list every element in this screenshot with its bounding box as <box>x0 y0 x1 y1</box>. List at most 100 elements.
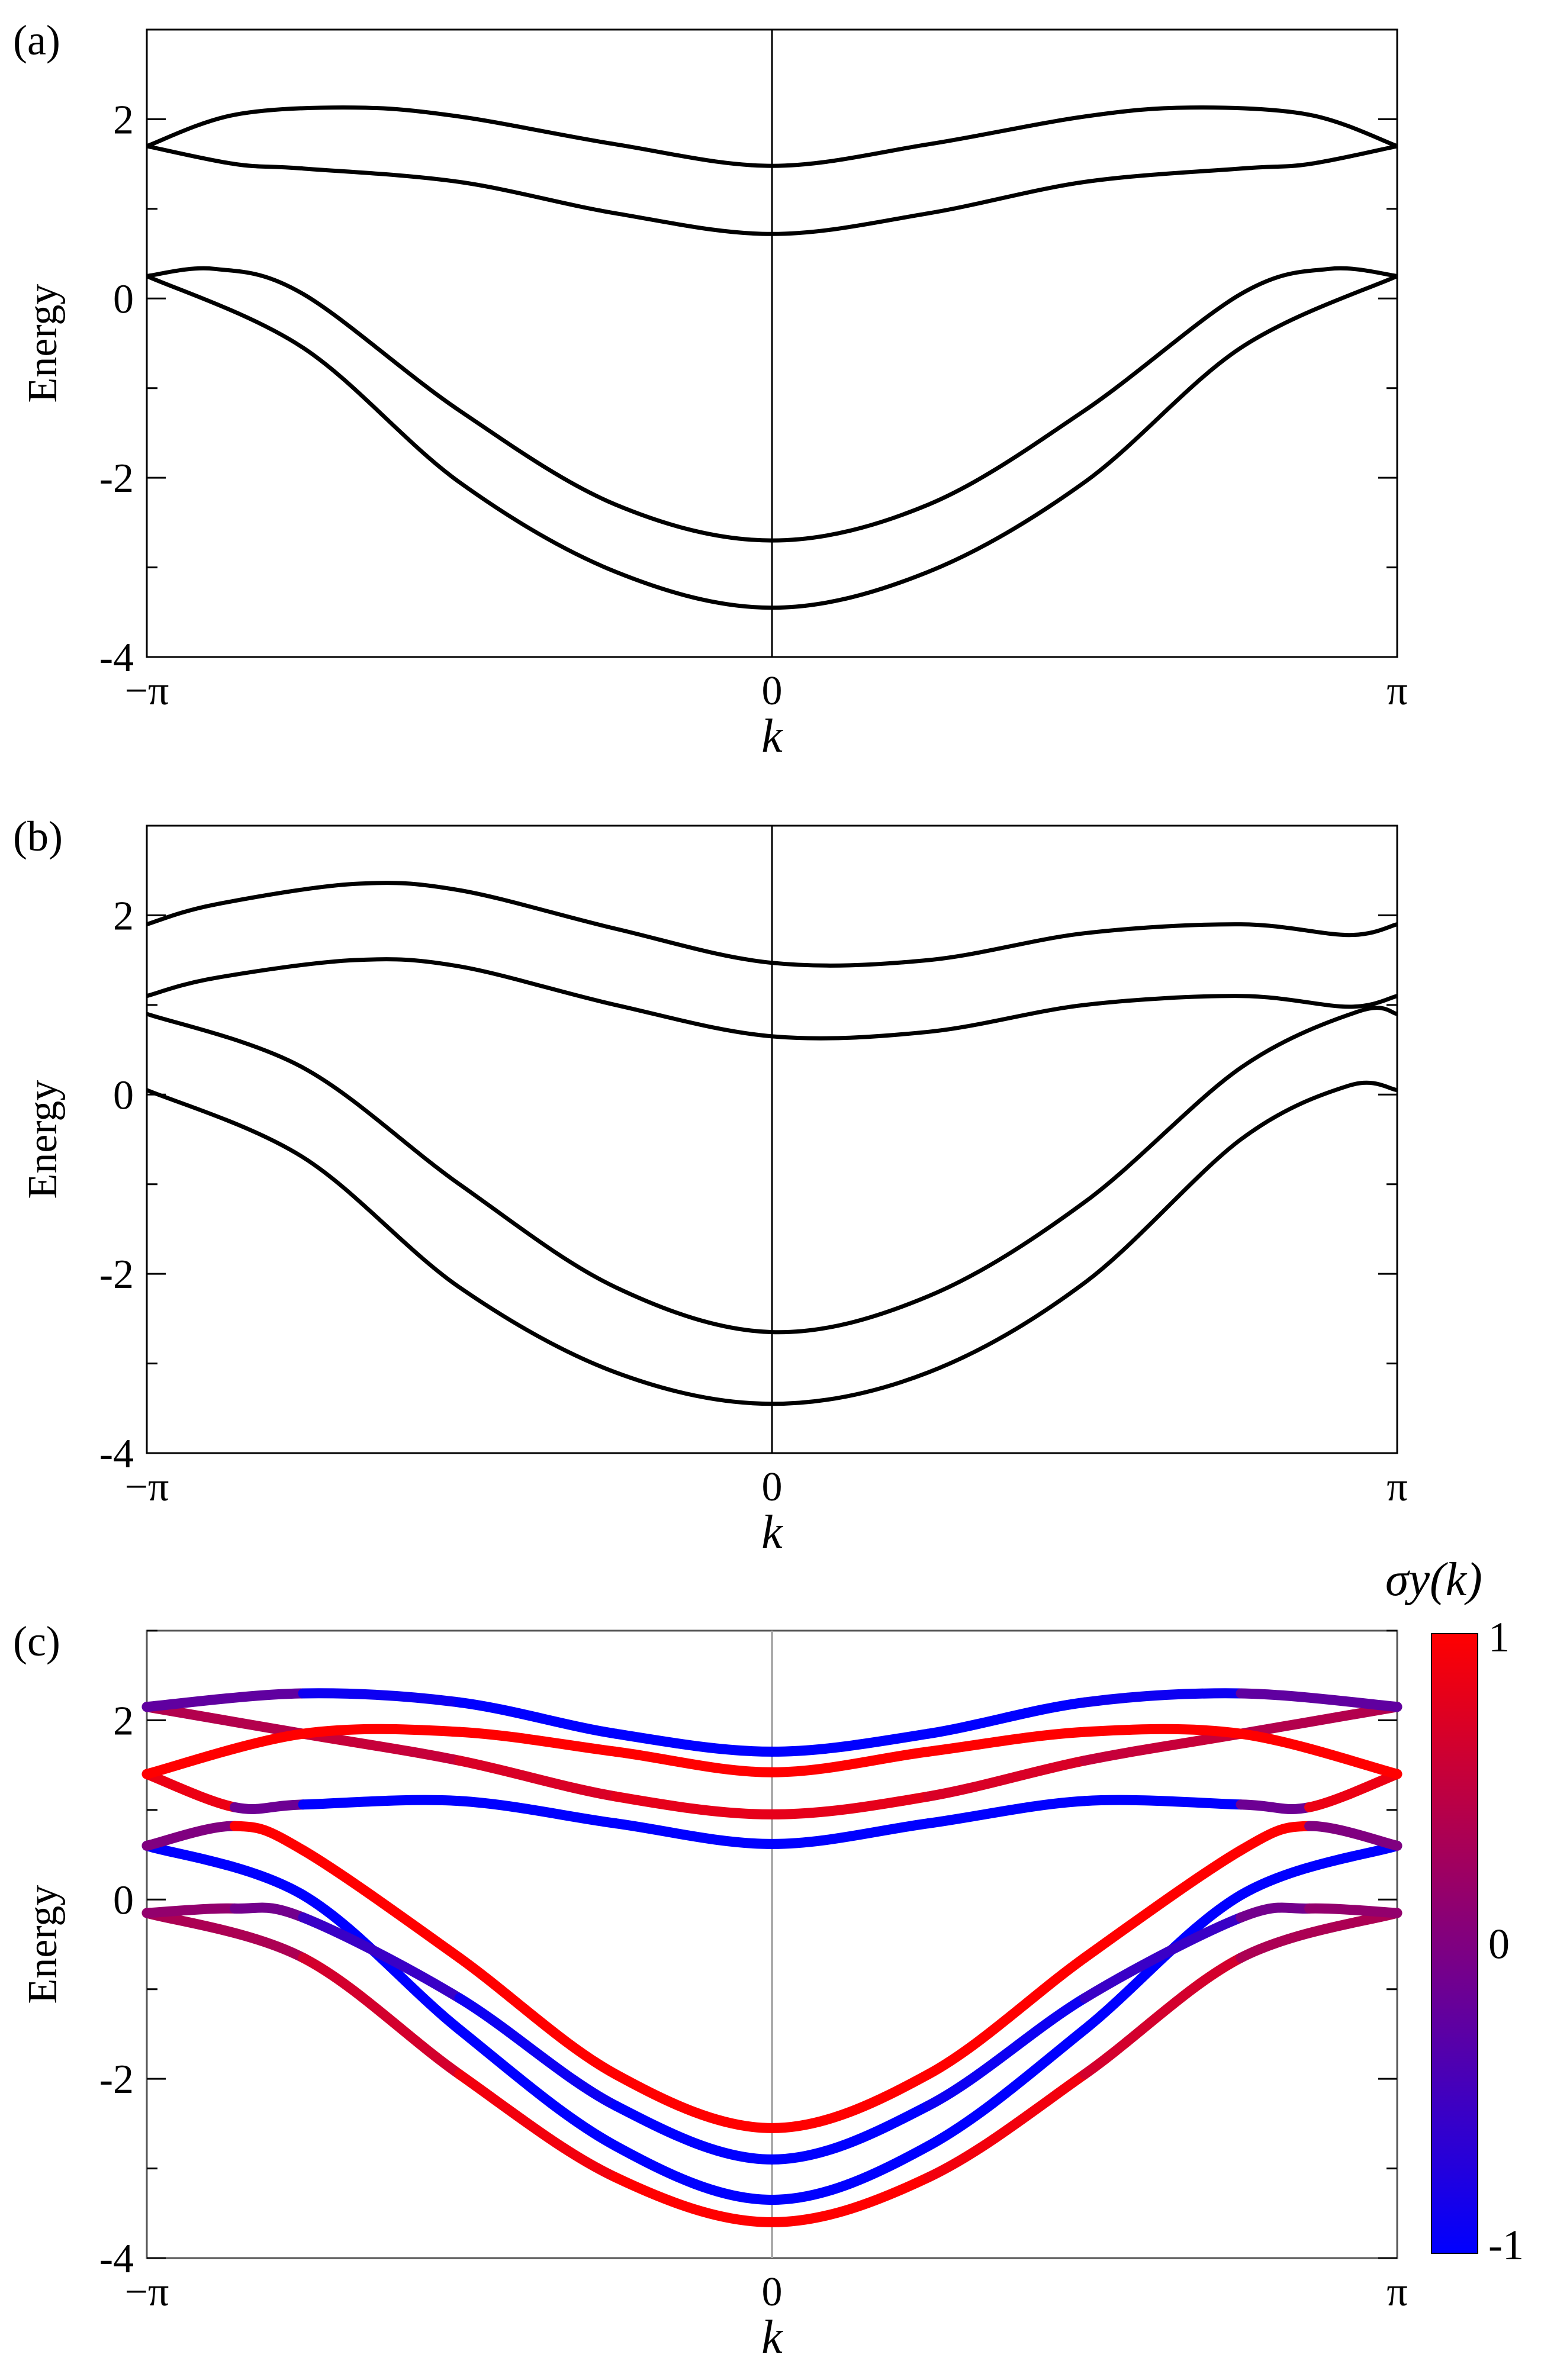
series-segment <box>1304 1769 1402 1812</box>
y-axis-title: Energy <box>20 1885 66 2004</box>
series-segment <box>767 1728 934 1757</box>
x-axis-title: k <box>761 2311 783 2363</box>
series-line-band-1 <box>146 274 1398 610</box>
series-segment <box>229 1821 308 1856</box>
x-tick-label: 0 <box>762 1464 783 1510</box>
series-line-band-1 <box>146 1080 1398 1406</box>
y-tick-label: -4 <box>99 2236 134 2282</box>
series-line-band-8 <box>141 1688 1402 1757</box>
y-tick-label: 2 <box>113 97 134 143</box>
series-segment <box>1236 1821 1315 1856</box>
series-segment <box>454 2069 621 2183</box>
series-segment <box>141 1903 240 1918</box>
series-segment <box>298 1688 465 1708</box>
series-segment <box>1079 1845 1246 1963</box>
series-segment <box>141 1821 240 1851</box>
series-segment <box>141 1840 308 1901</box>
series-segment <box>923 1756 1090 1802</box>
series-segment <box>1304 1821 1402 1851</box>
series-segment <box>767 1791 934 1819</box>
series-segment <box>229 1799 308 1814</box>
y-tick-label: 0 <box>113 276 134 322</box>
series-segment <box>1236 1688 1402 1712</box>
panel-c: -4 -2 0 2 −π 0 π k Energy (c) <box>13 1618 1408 2363</box>
series-segment <box>610 1746 777 1777</box>
series-segment <box>1304 1903 1402 1918</box>
series-segment <box>141 1908 308 1963</box>
y-tick-label: -4 <box>99 1431 134 1477</box>
series-segment <box>1079 1688 1246 1708</box>
y-tick-label: 0 <box>113 1877 134 1923</box>
series-line-band-4 <box>146 105 1398 168</box>
series-segment <box>141 1728 308 1779</box>
x-tick-label: −π <box>125 1464 169 1510</box>
series-segment <box>923 1697 1090 1739</box>
series-segment <box>1079 1912 1246 2004</box>
y-axis-title: Energy <box>20 1080 66 1199</box>
series-line-band-2 <box>146 1006 1398 1335</box>
series-segment <box>298 1795 465 1810</box>
y-tick-label: -2 <box>99 456 134 501</box>
series-segment <box>141 1688 308 1712</box>
series-segment <box>298 1845 465 1963</box>
x-tick-label: 0 <box>762 668 783 714</box>
series-segment <box>1236 1902 1315 1923</box>
panel-b: -4 -2 0 2 −π 0 π k Energy (b) <box>13 813 1408 1558</box>
series-segment <box>298 1953 465 2080</box>
series-segment <box>454 1953 621 2080</box>
series-segment <box>767 2101 934 2165</box>
series-segment <box>1079 1953 1246 2080</box>
series-segment <box>454 1697 621 1739</box>
y-tick-label: -2 <box>99 1252 134 1297</box>
series-line-band-7 <box>141 1724 1402 1779</box>
x-tick-label: −π <box>125 668 169 714</box>
series-segment <box>1079 1728 1246 1766</box>
series-segment <box>923 1727 1090 1757</box>
series-segment <box>610 2172 777 2227</box>
panel-a: -4 -2 0 2 −π 0 π k Energy (a) <box>13 17 1408 762</box>
series-segment <box>767 2069 934 2133</box>
y-tick-label: 2 <box>113 893 134 939</box>
panel-label: (c) <box>13 1618 60 1665</box>
series-segment <box>1079 1724 1246 1739</box>
series-segment <box>141 1769 240 1812</box>
series-line-band-3 <box>146 144 1398 236</box>
y-axis-title: Energy <box>20 284 66 403</box>
colorbar-tick-label: -1 <box>1488 2221 1524 2269</box>
series-segment <box>1236 1702 1402 1739</box>
series-segment <box>229 1902 308 1923</box>
x-tick-label: π <box>1386 668 1407 714</box>
series-segment <box>298 1724 465 1739</box>
y-tick-label: -2 <box>99 2057 134 2102</box>
series-segment <box>1079 1795 1246 1810</box>
series-line-band-4 <box>141 1821 1402 2133</box>
colorbar: 1 0 -1 σy(k) <box>1385 1554 1524 2269</box>
series-segment <box>923 1796 1090 1829</box>
series-line-band-4 <box>146 881 1398 968</box>
series-segment <box>610 2069 777 2133</box>
colorbar-tick-label: 1 <box>1488 1613 1510 1661</box>
series-segment <box>454 1756 621 1802</box>
series-segment <box>1236 1728 1402 1779</box>
panel-label: (b) <box>13 813 63 860</box>
series-segment <box>610 1791 777 1819</box>
series-segment <box>923 2069 1090 2183</box>
series-segment <box>1236 1908 1402 1963</box>
x-tick-label: 0 <box>762 2269 783 2315</box>
panel-label: (a) <box>13 17 60 64</box>
series-segment <box>767 1746 934 1777</box>
series-segment <box>923 2024 1090 2152</box>
series-segment <box>610 1728 777 1757</box>
x-axis-title: k <box>761 1506 783 1558</box>
series-segment <box>767 2172 934 2227</box>
x-tick-label: π <box>1386 2269 1407 2315</box>
series-segment <box>610 2141 777 2205</box>
series-segment <box>610 2101 777 2165</box>
series-segment <box>1236 1799 1315 1814</box>
y-tick-label: 0 <box>113 1073 134 1118</box>
colorbar-title: σy(k) <box>1385 1554 1482 1606</box>
series-segment <box>454 2024 621 2152</box>
series-segment <box>298 1912 465 2004</box>
series-segment <box>923 1953 1090 2080</box>
